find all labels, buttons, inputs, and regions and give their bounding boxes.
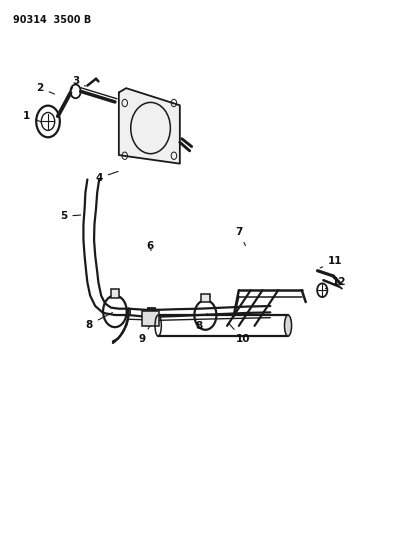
Text: 3: 3 <box>72 76 85 86</box>
Text: 8: 8 <box>196 313 208 330</box>
Text: 4: 4 <box>95 172 118 183</box>
Text: 1: 1 <box>23 111 41 122</box>
Text: 5: 5 <box>60 212 81 221</box>
Polygon shape <box>119 88 180 164</box>
Bar <box>111 289 119 297</box>
Text: 11: 11 <box>320 256 342 268</box>
Text: 10: 10 <box>229 324 250 344</box>
Bar <box>148 308 156 319</box>
Text: 9: 9 <box>139 324 151 344</box>
Text: 6: 6 <box>147 241 154 252</box>
Bar <box>201 294 210 302</box>
Text: 12: 12 <box>326 277 346 289</box>
Text: 2: 2 <box>37 83 55 94</box>
Text: 7: 7 <box>235 227 245 246</box>
Ellipse shape <box>284 315 292 336</box>
Text: 90314  3500 B: 90314 3500 B <box>13 15 91 25</box>
Text: 8: 8 <box>86 313 113 329</box>
Bar <box>142 311 159 326</box>
